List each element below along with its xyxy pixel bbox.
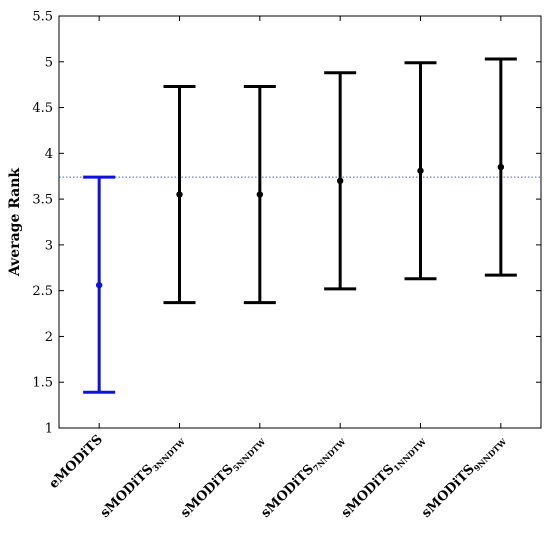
mean-point: [95, 281, 103, 289]
error-bar: [163, 84, 196, 305]
mean-point: [497, 163, 505, 171]
y-tick-label: 3: [45, 238, 53, 253]
y-tick-label: 1: [45, 422, 53, 437]
plot-frame: [58, 15, 542, 429]
y-tick-label: 1.5: [32, 376, 53, 391]
y-tick-label: 4: [45, 147, 53, 162]
y-tick-label: 2: [45, 330, 53, 345]
y-tick-label: 3.5: [32, 193, 53, 208]
mean-point: [256, 191, 264, 198]
x-tick-label: sMODiTS5NNDTW: [178, 432, 268, 522]
y-tick-label: 5: [45, 55, 53, 70]
x-tick-label: sMODiTS3NNDTW: [98, 432, 188, 522]
x-tick-label: sMODiTS7NNDTW: [258, 432, 348, 522]
error-bar: [83, 175, 116, 394]
error-bar: [243, 84, 276, 305]
y-axis-ticks: 1 1.5 2 2.5 3 3.5 4 4.5 5 5.5: [32, 10, 541, 437]
error-bars-layer: [83, 57, 517, 394]
error-bar: [404, 61, 437, 281]
error-bar: [324, 71, 357, 291]
x-tick-label: eMODiTS: [46, 432, 106, 492]
x-tick-label: sMODiTS1NNDTW: [339, 432, 429, 522]
y-tick-label: 2.5: [32, 284, 53, 299]
error-bar: [484, 57, 517, 277]
x-tick-label: sMODiTS9NNDTW: [419, 432, 509, 522]
mean-point: [336, 177, 344, 184]
mean-point: [417, 167, 424, 174]
y-tick-label: 5.5: [32, 10, 53, 25]
y-axis-label: Average Rank: [7, 168, 23, 278]
x-axis-ticks: eMODiTSsMODiTS3NNDTWsMODiTS5NNDTWsMODiTS…: [46, 16, 509, 522]
mean-point: [176, 191, 183, 198]
y-tick-label: 4.5: [32, 101, 53, 116]
